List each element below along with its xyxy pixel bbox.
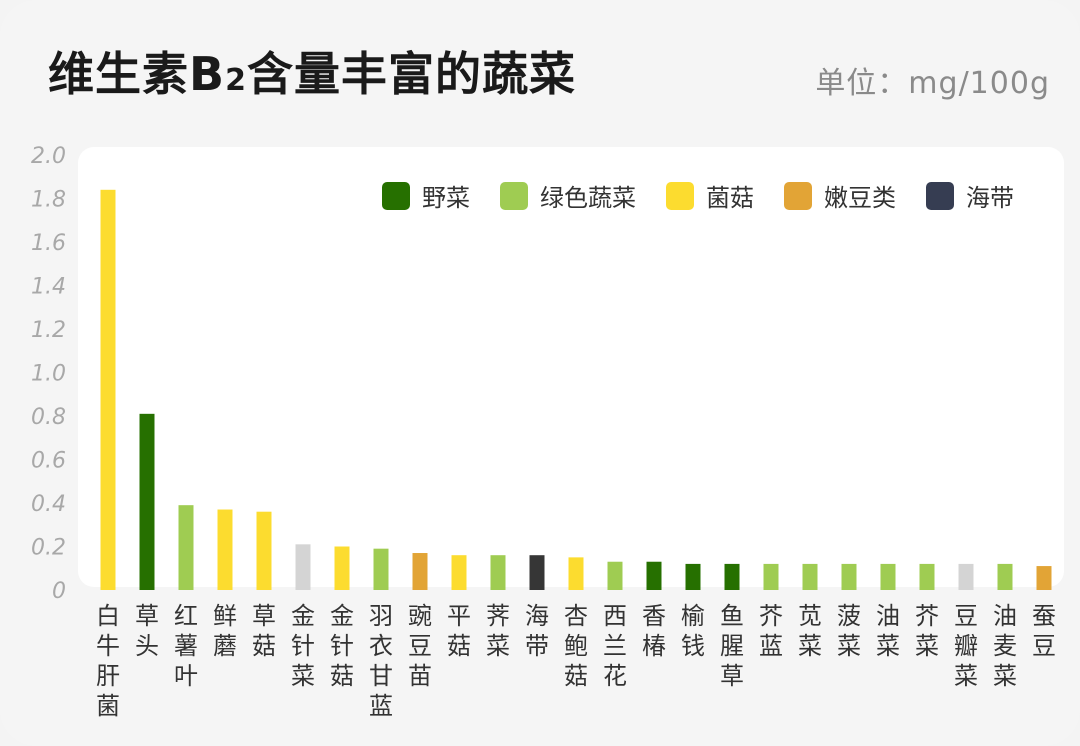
bar (997, 563, 1013, 590)
chart-title: 维生素B2含量丰富的蔬菜 (48, 38, 576, 104)
bar (685, 563, 701, 590)
x-category-label: 菠菜 (837, 602, 861, 660)
bar (334, 546, 350, 590)
bar (1036, 566, 1052, 590)
y-tick-label: 2.0 (31, 144, 66, 169)
x-category-label: 蚕豆 (1032, 602, 1056, 660)
x-category-label: 草头 (135, 602, 159, 660)
legend-item: 菌菇 (666, 178, 754, 213)
x-category-label: 油菜 (876, 602, 900, 660)
legend-item: 野菜 (382, 178, 470, 213)
title-main: 维生素B (48, 47, 226, 101)
bar (646, 561, 662, 590)
x-category-label: 榆钱 (681, 602, 705, 660)
x-category-label: 羽衣甘蓝 (369, 602, 393, 720)
bar (724, 563, 740, 590)
x-category-label: 西兰花 (603, 602, 627, 690)
x-category-label: 豆瓣菜 (954, 602, 978, 690)
title-subscript: 2 (225, 63, 247, 98)
y-tick-label: 0.4 (31, 492, 66, 517)
legend-swatch (784, 181, 812, 210)
bar (451, 555, 467, 590)
legend-label: 菌菇 (706, 184, 754, 212)
bar (139, 413, 155, 590)
x-category-label: 鱼腥草 (720, 602, 744, 690)
legend-label: 绿色蔬菜 (540, 184, 636, 212)
bar (880, 563, 896, 590)
x-category-label: 白牛肝菌 (96, 602, 120, 720)
bar (568, 557, 584, 590)
x-category-label: 香椿 (642, 602, 666, 660)
legend-item: 海带 (926, 178, 1014, 213)
x-category-label: 杏鲍菇 (564, 602, 588, 690)
bar (958, 563, 974, 590)
legend-label: 海带 (966, 184, 1014, 212)
y-tick-label: 1.8 (31, 188, 66, 213)
chart-legend: 野菜 绿色蔬菜 菌菇 嫩豆类 海带 (382, 178, 1014, 213)
x-category-label: 海带 (525, 602, 549, 660)
x-category-label: 豌豆苗 (408, 602, 432, 690)
y-tick-label: 1.4 (31, 275, 66, 300)
x-category-label: 平菇 (447, 602, 471, 660)
plot-area (78, 147, 1064, 587)
legend-item: 嫩豆类 (784, 178, 896, 213)
legend-swatch (926, 181, 954, 210)
x-category-label: 芥菜 (915, 602, 939, 660)
bar (217, 509, 233, 590)
bar (607, 561, 623, 590)
y-tick-label: 0 (52, 579, 66, 604)
x-category-label: 金针菜 (291, 602, 315, 690)
legend-swatch (666, 181, 694, 210)
x-category-label: 油麦菜 (993, 602, 1017, 690)
bar (295, 544, 311, 590)
legend-swatch (500, 181, 528, 210)
x-category-label: 红薯叶 (174, 602, 198, 690)
bar (256, 511, 272, 590)
unit-label: 单位：mg/100g (815, 66, 1050, 101)
bar (763, 563, 779, 590)
title-rest: 含量丰富的蔬菜 (246, 47, 576, 101)
x-category-label: 芥蓝 (759, 602, 783, 660)
y-tick-label: 1.0 (31, 362, 66, 387)
x-category-label: 苋菜 (798, 602, 822, 660)
x-category-label: 金针菇 (330, 602, 354, 690)
bar (373, 548, 389, 590)
y-tick-label: 0.6 (31, 449, 66, 474)
bar (919, 563, 935, 590)
legend-item: 绿色蔬菜 (500, 178, 636, 213)
x-category-label: 草菇 (252, 602, 276, 660)
bar (841, 563, 857, 590)
x-category-label: 荠菜 (486, 602, 510, 660)
bar (412, 553, 428, 590)
legend-swatch (382, 181, 410, 210)
bar (529, 555, 545, 590)
bar (178, 505, 194, 590)
y-tick-label: 1.2 (31, 318, 66, 343)
y-tick-label: 0.8 (31, 405, 66, 430)
x-category-label: 鲜蘑 (213, 602, 237, 660)
legend-label: 嫩豆类 (824, 184, 896, 212)
bar (100, 189, 116, 591)
y-tick-label: 0.2 (31, 536, 66, 561)
y-tick-label: 1.6 (31, 231, 66, 256)
legend-label: 野菜 (422, 184, 470, 212)
bar (802, 563, 818, 590)
bar (490, 555, 506, 590)
